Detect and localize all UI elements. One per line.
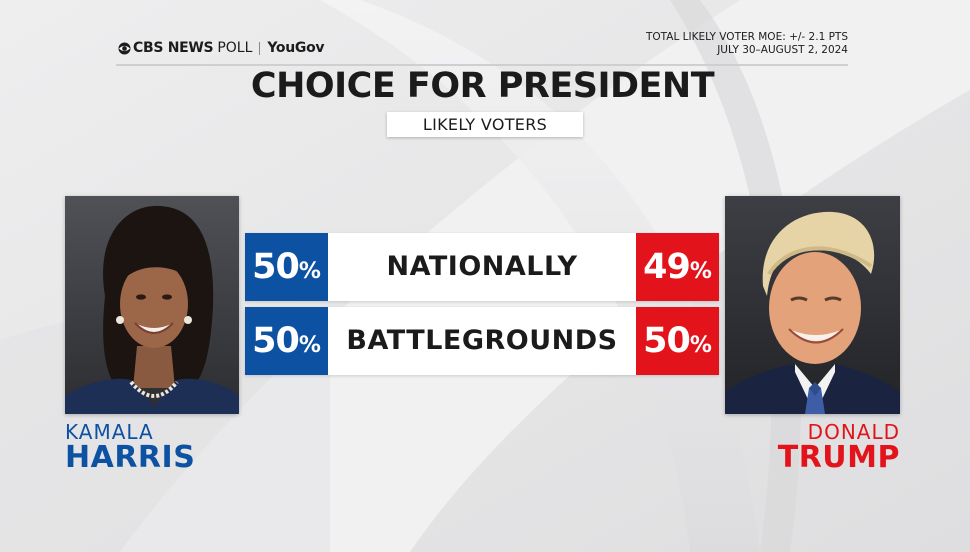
- donald-trump-portrait: [725, 196, 900, 414]
- value-number: 50: [643, 321, 691, 361]
- brand-lockup: CBS NEWS POLL YouGov: [118, 38, 325, 58]
- percent-sign: %: [298, 333, 321, 358]
- chart-title: CHOICE FOR PRESIDENT: [250, 66, 715, 106]
- trump-last-name: TRUMP: [777, 440, 900, 475]
- chart-subtitle: LIKELY VOTERS: [387, 112, 583, 137]
- harris-value-nationally: 50%: [245, 233, 328, 301]
- result-row-battlegrounds: 50% BATTLEGROUNDS 50%: [245, 307, 719, 375]
- brand-cbs-news: CBS NEWS: [133, 40, 214, 56]
- value-number: 49: [643, 247, 691, 287]
- harris-first-name: KAMALA: [65, 420, 154, 444]
- trump-value-battlegrounds: 50%: [636, 307, 719, 375]
- value-number: 50: [252, 321, 300, 361]
- brand-yougov: YouGov: [267, 40, 325, 56]
- percent-sign: %: [298, 259, 321, 284]
- brand-poll: POLL: [217, 40, 253, 56]
- row-label: NATIONALLY: [386, 251, 578, 282]
- result-row-nationally: 50% NATIONALLY 49%: [245, 233, 719, 301]
- percent-sign: %: [689, 259, 712, 284]
- trump-first-name: DONALD: [807, 420, 900, 444]
- harris-last-name: HARRIS: [65, 440, 196, 475]
- percent-sign: %: [689, 333, 712, 358]
- trump-name: DONALD TRUMP: [778, 420, 900, 475]
- date-line: JULY 30–AUGUST 2, 2024: [717, 44, 848, 56]
- moe-line: TOTAL LIKELY VOTER MOE: +/- 2.1 PTS: [645, 31, 848, 43]
- header-divider: [116, 64, 848, 66]
- value-number: 50: [252, 247, 300, 287]
- poll-details: TOTAL LIKELY VOTER MOE: +/- 2.1 PTS JULY…: [646, 31, 848, 57]
- brand-divider: [259, 41, 261, 55]
- harris-name: KAMALA HARRIS: [65, 420, 195, 475]
- harris-value-battlegrounds: 50%: [245, 307, 328, 375]
- row-label: BATTLEGROUNDS: [346, 325, 618, 356]
- trump-value-nationally: 49%: [636, 233, 719, 301]
- kamala-harris-portrait: [65, 196, 239, 414]
- cbs-eye-icon: [118, 42, 131, 54]
